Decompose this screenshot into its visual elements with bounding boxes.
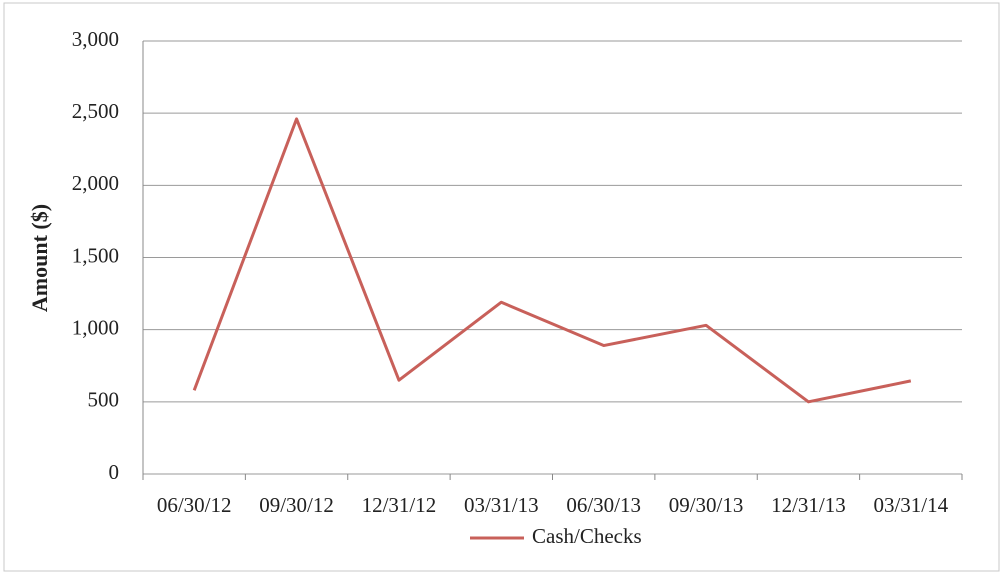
y-tick-label: 0: [109, 460, 120, 484]
legend-label: Cash/Checks: [532, 524, 642, 548]
x-tick-label: 03/31/14: [873, 493, 948, 517]
y-tick-label: 1,000: [72, 315, 119, 339]
x-tick-label: 12/31/12: [362, 493, 437, 517]
y-axis-title: Amount ($): [27, 204, 52, 312]
x-tick-label: 03/31/13: [464, 493, 539, 517]
x-tick-label: 06/30/12: [157, 493, 232, 517]
line: [192, 117, 912, 404]
y-tick-label: 2,000: [72, 171, 119, 195]
x-tick-label: 09/30/12: [259, 493, 334, 517]
frame: [3, 2, 1000, 572]
y-tick-label: 1,500: [72, 243, 119, 267]
y-tick-label: 500: [88, 388, 120, 412]
y-tick-label: 3,000: [72, 27, 119, 51]
y-tick-label: 2,500: [72, 99, 119, 123]
x-tick-label: 06/30/13: [566, 493, 641, 517]
x-tick-label: 12/31/13: [771, 493, 846, 517]
x-tick-label: 09/30/13: [669, 493, 744, 517]
